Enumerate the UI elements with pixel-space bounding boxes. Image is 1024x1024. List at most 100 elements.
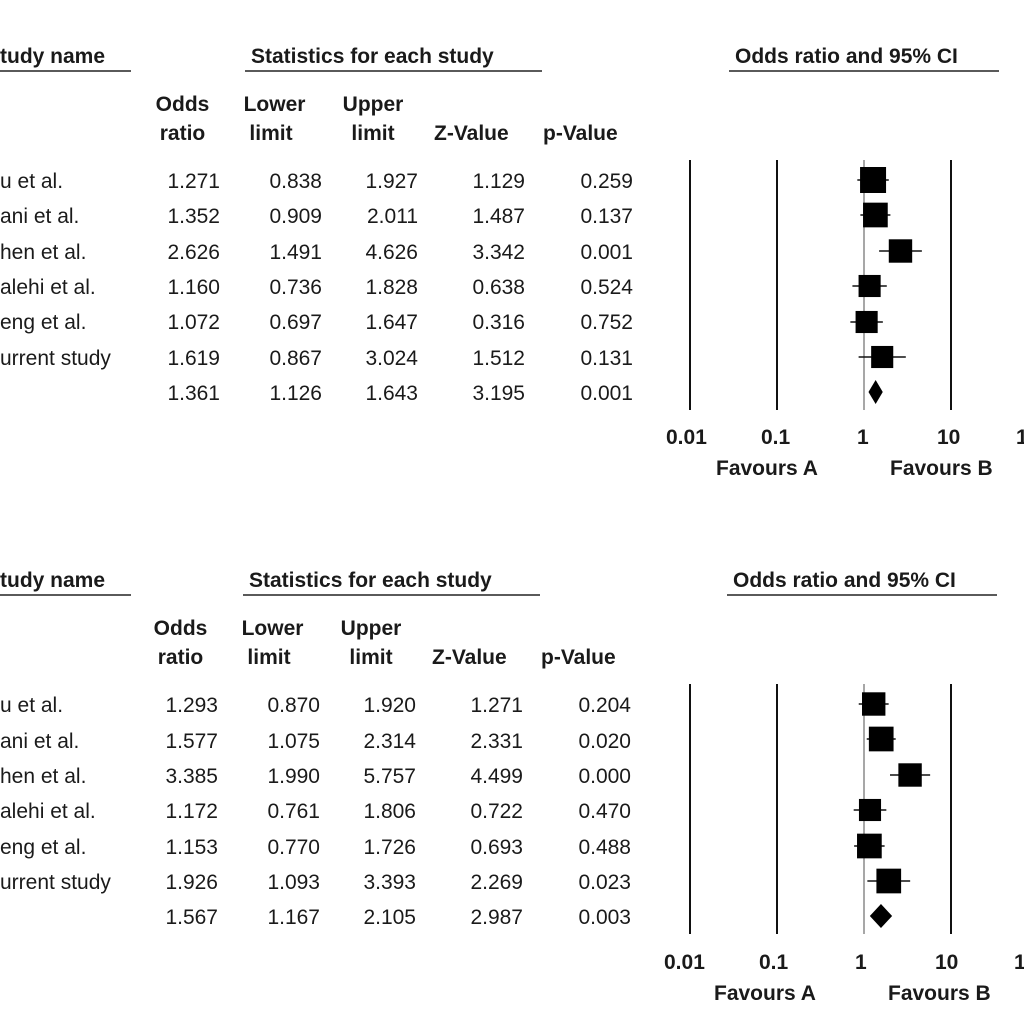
z-value-cell: 1.271: [470, 694, 523, 717]
study-name-cell: hen et al.: [0, 241, 87, 264]
odds-ratio-col-header-2: ratio: [157, 646, 204, 669]
p-value-cell: 0.470: [578, 800, 631, 823]
summary-row: 1.361 1.126 1.643 3.195 0.001: [0, 381, 640, 405]
axis-tick-label: 0.01: [664, 951, 705, 974]
odds-ratio-cell: 1.271: [167, 170, 220, 193]
study-name-header: tudy name: [0, 45, 106, 68]
study-name-cell: ani et al.: [0, 730, 80, 753]
p-value-cell: 0.000: [578, 765, 631, 788]
lower-limit-cell: 1.491: [269, 241, 322, 264]
lower-limit-col-header: Lower: [241, 617, 304, 640]
p-value-cell: 0.131: [580, 347, 633, 370]
study-name-cell: urrent study: [0, 871, 111, 894]
study-marker: [858, 274, 881, 298]
upper-limit-cell: 4.626: [365, 241, 418, 264]
upper-limit-cell: 1.920: [363, 694, 416, 717]
lower-limit-cell: 1.126: [269, 382, 322, 405]
lower-limit-cell: 0.697: [269, 311, 322, 334]
z-value-cell: 2.331: [470, 730, 523, 753]
p-value-cell: 0.204: [578, 694, 631, 717]
study-marker: [860, 167, 887, 193]
axis-tick-label: 0.1: [759, 951, 789, 974]
odds-ratio-cell: 3.385: [165, 765, 218, 788]
axis-tick-label: 1: [1014, 951, 1024, 974]
p-value-cell: 0.023: [578, 871, 631, 894]
upper-limit-col-header-2: limit: [351, 122, 395, 145]
axis-tick-label: 10: [937, 426, 961, 449]
z-value-cell: 1.487: [472, 205, 525, 228]
p-value-cell: 0.020: [578, 730, 631, 753]
forest-panel-1: tudy name Statistics for each study Odds…: [0, 0, 1024, 500]
study-name-cell: alehi et al.: [0, 800, 96, 823]
p-value-cell: 0.001: [580, 382, 633, 405]
odds-ratio-cell: 1.619: [167, 347, 220, 370]
lower-limit-cell: 0.838: [269, 170, 322, 193]
upper-limit-col-header: Upper: [342, 93, 404, 116]
study-name-header: tudy name: [0, 569, 106, 592]
upper-limit-cell: 1.828: [365, 276, 418, 299]
p-value-cell: 0.259: [580, 170, 633, 193]
p-value-cell: 0.137: [580, 205, 633, 228]
lower-limit-col-header: Lower: [243, 93, 306, 116]
study-marker: [863, 202, 888, 228]
odds-ratio-cell: 1.352: [167, 205, 220, 228]
study-marker: [858, 798, 882, 822]
table-row: urrent study 1.619 0.867 3.024 1.512 0.1…: [0, 346, 640, 370]
z-value-cell: 4.499: [470, 765, 523, 788]
p-value-col-header: p-Value: [541, 646, 616, 669]
table-row: ani et al. 1.577 1.075 2.314 2.331 0.020: [0, 729, 640, 753]
p-value-cell: 0.488: [578, 836, 631, 859]
study-name-cell: urrent study: [0, 347, 111, 370]
z-value-cell: 0.722: [470, 800, 523, 823]
z-value-col-header: Z-Value: [432, 646, 507, 669]
statistics-header: Statistics for each study: [249, 569, 492, 592]
lower-limit-col-header-2: limit: [247, 646, 291, 669]
study-name-cell: ani et al.: [0, 205, 80, 228]
odds-ratio-col-header: Odds: [155, 93, 210, 116]
table-row: eng et al. 1.072 0.697 1.647 0.316 0.752: [0, 310, 640, 334]
upper-limit-cell: 2.314: [363, 730, 416, 753]
table-row: ani et al. 1.352 0.909 2.011 1.487 0.137: [0, 204, 640, 228]
table-row: urrent study 1.926 1.093 3.393 2.269 0.0…: [0, 870, 640, 894]
statistics-underline: [245, 70, 542, 72]
z-value-cell: 1.129: [472, 170, 525, 193]
table-row: alehi et al. 1.160 0.736 1.828 0.638 0.5…: [0, 275, 640, 299]
table-row: alehi et al. 1.172 0.761 1.806 0.722 0.4…: [0, 799, 640, 823]
table-row: hen et al. 2.626 1.491 4.626 3.342 0.001: [0, 240, 640, 264]
z-value-cell: 2.269: [470, 871, 523, 894]
z-value-cell: 2.987: [470, 906, 523, 929]
table-row: u et al. 1.271 0.838 1.927 1.129 0.259: [0, 169, 640, 193]
upper-limit-cell: 1.643: [365, 382, 418, 405]
p-value-cell: 0.001: [580, 241, 633, 264]
summary-diamond: [868, 380, 883, 404]
statistics-underline: [243, 594, 540, 596]
p-value-col-header: p-Value: [543, 122, 618, 145]
axis-tick-label: 10: [935, 951, 959, 974]
study-name-cell: eng et al.: [0, 311, 87, 334]
lower-limit-cell: 1.167: [267, 906, 320, 929]
summary-diamond: [869, 904, 893, 928]
favours-b-label: Favours B: [888, 982, 991, 1005]
odds-ratio-cell: 1.577: [165, 730, 218, 753]
study-marker: [888, 239, 913, 263]
favours-a-label: Favours A: [714, 982, 816, 1005]
study-marker: [855, 310, 878, 334]
upper-limit-cell: 5.757: [363, 765, 416, 788]
lower-limit-cell: 0.736: [269, 276, 322, 299]
upper-limit-cell: 1.726: [363, 836, 416, 859]
study-name-cell: u et al.: [0, 694, 64, 717]
odds-ratio-cell: 1.926: [165, 871, 218, 894]
favours-a-label: Favours A: [716, 457, 818, 480]
plot-header: Odds ratio and 95% CI: [735, 45, 958, 68]
statistics-header: Statistics for each study: [251, 45, 494, 68]
upper-limit-cell: 2.011: [367, 205, 418, 228]
forest-plot: [689, 160, 952, 410]
upper-limit-col-header-2: limit: [349, 646, 393, 669]
p-value-cell: 0.003: [578, 906, 631, 929]
summary-row: 1.567 1.167 2.105 2.987 0.003: [0, 905, 640, 929]
plot-header: Odds ratio and 95% CI: [733, 569, 956, 592]
lower-limit-cell: 0.909: [269, 205, 322, 228]
upper-limit-cell: 1.806: [363, 800, 416, 823]
lower-limit-cell: 1.093: [267, 871, 320, 894]
odds-ratio-cell: 1.160: [167, 276, 220, 299]
